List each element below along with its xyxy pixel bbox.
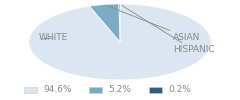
- Text: WHITE: WHITE: [38, 34, 68, 42]
- Wedge shape: [119, 4, 120, 42]
- Text: 5.2%: 5.2%: [108, 86, 131, 94]
- Text: HISPANIC: HISPANIC: [122, 6, 214, 55]
- Wedge shape: [90, 4, 120, 42]
- FancyBboxPatch shape: [24, 87, 37, 93]
- FancyBboxPatch shape: [89, 87, 102, 93]
- Wedge shape: [29, 4, 211, 80]
- Text: ASIAN: ASIAN: [107, 6, 200, 42]
- FancyBboxPatch shape: [149, 87, 162, 93]
- Text: 0.2%: 0.2%: [168, 86, 191, 94]
- Text: 94.6%: 94.6%: [43, 86, 72, 94]
